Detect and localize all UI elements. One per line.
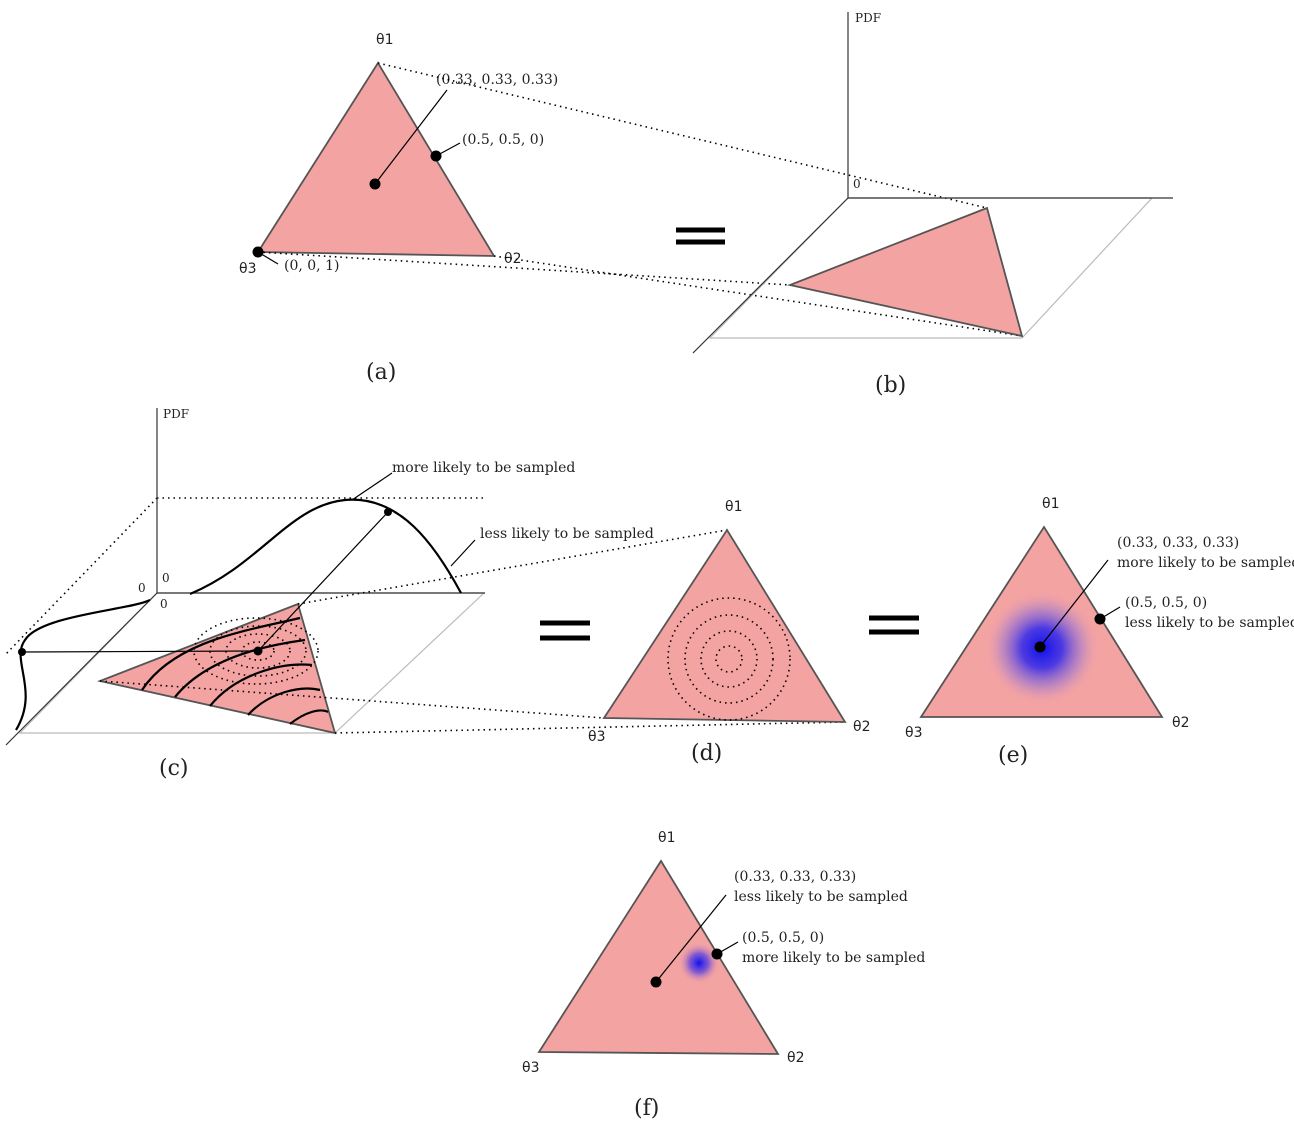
theta2-label-d: θ2 <box>853 719 870 735</box>
simplex-triangle-a <box>256 61 496 257</box>
theta1-label-f: θ1 <box>658 830 675 846</box>
panel-label-c: (c) <box>159 756 189 781</box>
panel-label-f: (f) <box>634 1096 659 1121</box>
centroid-label-e: (0.33, 0.33, 0.33) <box>1117 535 1239 551</box>
equals-sign-de <box>869 615 919 635</box>
panel-label-b: (b) <box>875 373 906 398</box>
pdf-axis-label-c: PDF <box>163 407 189 421</box>
projection-lines-ab <box>257 62 1023 337</box>
simplex-triangle-b <box>786 206 1024 338</box>
centroid-label-a: (0.33, 0.33, 0.33) <box>436 72 558 88</box>
origin-label-c-3: 0 <box>160 597 168 611</box>
density-blob-f <box>678 942 720 984</box>
theta1-label-a: θ1 <box>376 32 393 48</box>
pdf-axis-label-b: PDF <box>855 11 881 25</box>
edge-mid-label-f: (0.5, 0.5, 0) <box>742 930 824 946</box>
panel-c: PDF 0 0 0 more likely to be sampled less… <box>4 407 654 781</box>
corner-label-a: (0, 0, 1) <box>284 258 339 274</box>
projection-lines-cd <box>99 529 846 734</box>
theta2-label-a: θ2 <box>504 251 521 267</box>
panel-a: θ1 θ2 θ3 (0.33, 0.33, 0.33) (0.5, 0.5, 0… <box>239 32 558 385</box>
side-marginal-curve-c <box>15 599 151 731</box>
edge-mid-likelihood-f: more likely to be sampled <box>742 950 925 966</box>
theta2-label-f: θ2 <box>787 1050 804 1066</box>
theta3-label-d: θ3 <box>588 729 605 745</box>
equals-sign-ab <box>676 227 725 245</box>
theta2-label-e: θ2 <box>1172 715 1189 731</box>
simplex-triangle-d <box>602 528 847 723</box>
panel-label-a: (a) <box>366 360 396 385</box>
panel-label-e: (e) <box>998 743 1028 768</box>
panel-e: θ1 θ2 θ3 (0.33, 0.33, 0.33) more likely … <box>905 496 1294 768</box>
theta3-label-a: θ3 <box>239 261 256 277</box>
panel-f: θ1 θ2 θ3 (0.33, 0.33, 0.33) less likely … <box>522 830 925 1121</box>
equals-sign-cd <box>540 620 590 641</box>
theta3-label-e: θ3 <box>905 725 922 741</box>
theta1-label-e: θ1 <box>1042 496 1059 512</box>
panel-label-d: (d) <box>691 741 722 766</box>
pdf-curve-c <box>189 498 462 596</box>
origin-label-b: 0 <box>853 177 861 191</box>
edge-mid-label-a: (0.5, 0.5, 0) <box>462 132 544 148</box>
edge-mid-likelihood-e: less likely to be sampled <box>1125 615 1294 631</box>
origin-label-c-1: 0 <box>162 571 170 585</box>
centroid-likelihood-f: less likely to be sampled <box>734 889 908 905</box>
less-likely-label-c: less likely to be sampled <box>480 526 654 542</box>
centroid-label-f: (0.33, 0.33, 0.33) <box>734 869 856 885</box>
panel-b: PDF 0 (b) <box>692 11 1173 398</box>
theta3-label-f: θ3 <box>522 1060 539 1076</box>
peak-point-c <box>384 508 392 516</box>
density-contours-d <box>667 597 791 721</box>
edge-mid-label-e: (0.5, 0.5, 0) <box>1125 595 1207 611</box>
side-point-c <box>18 648 26 656</box>
panel-d: θ1 θ2 θ3 (d) <box>588 499 870 766</box>
centroid-likelihood-e: more likely to be sampled <box>1117 555 1294 571</box>
theta1-label-d: θ1 <box>725 499 742 515</box>
more-likely-label-c: more likely to be sampled <box>392 460 575 476</box>
origin-label-c-2: 0 <box>138 581 146 595</box>
simplex-triangle-c <box>96 602 337 735</box>
